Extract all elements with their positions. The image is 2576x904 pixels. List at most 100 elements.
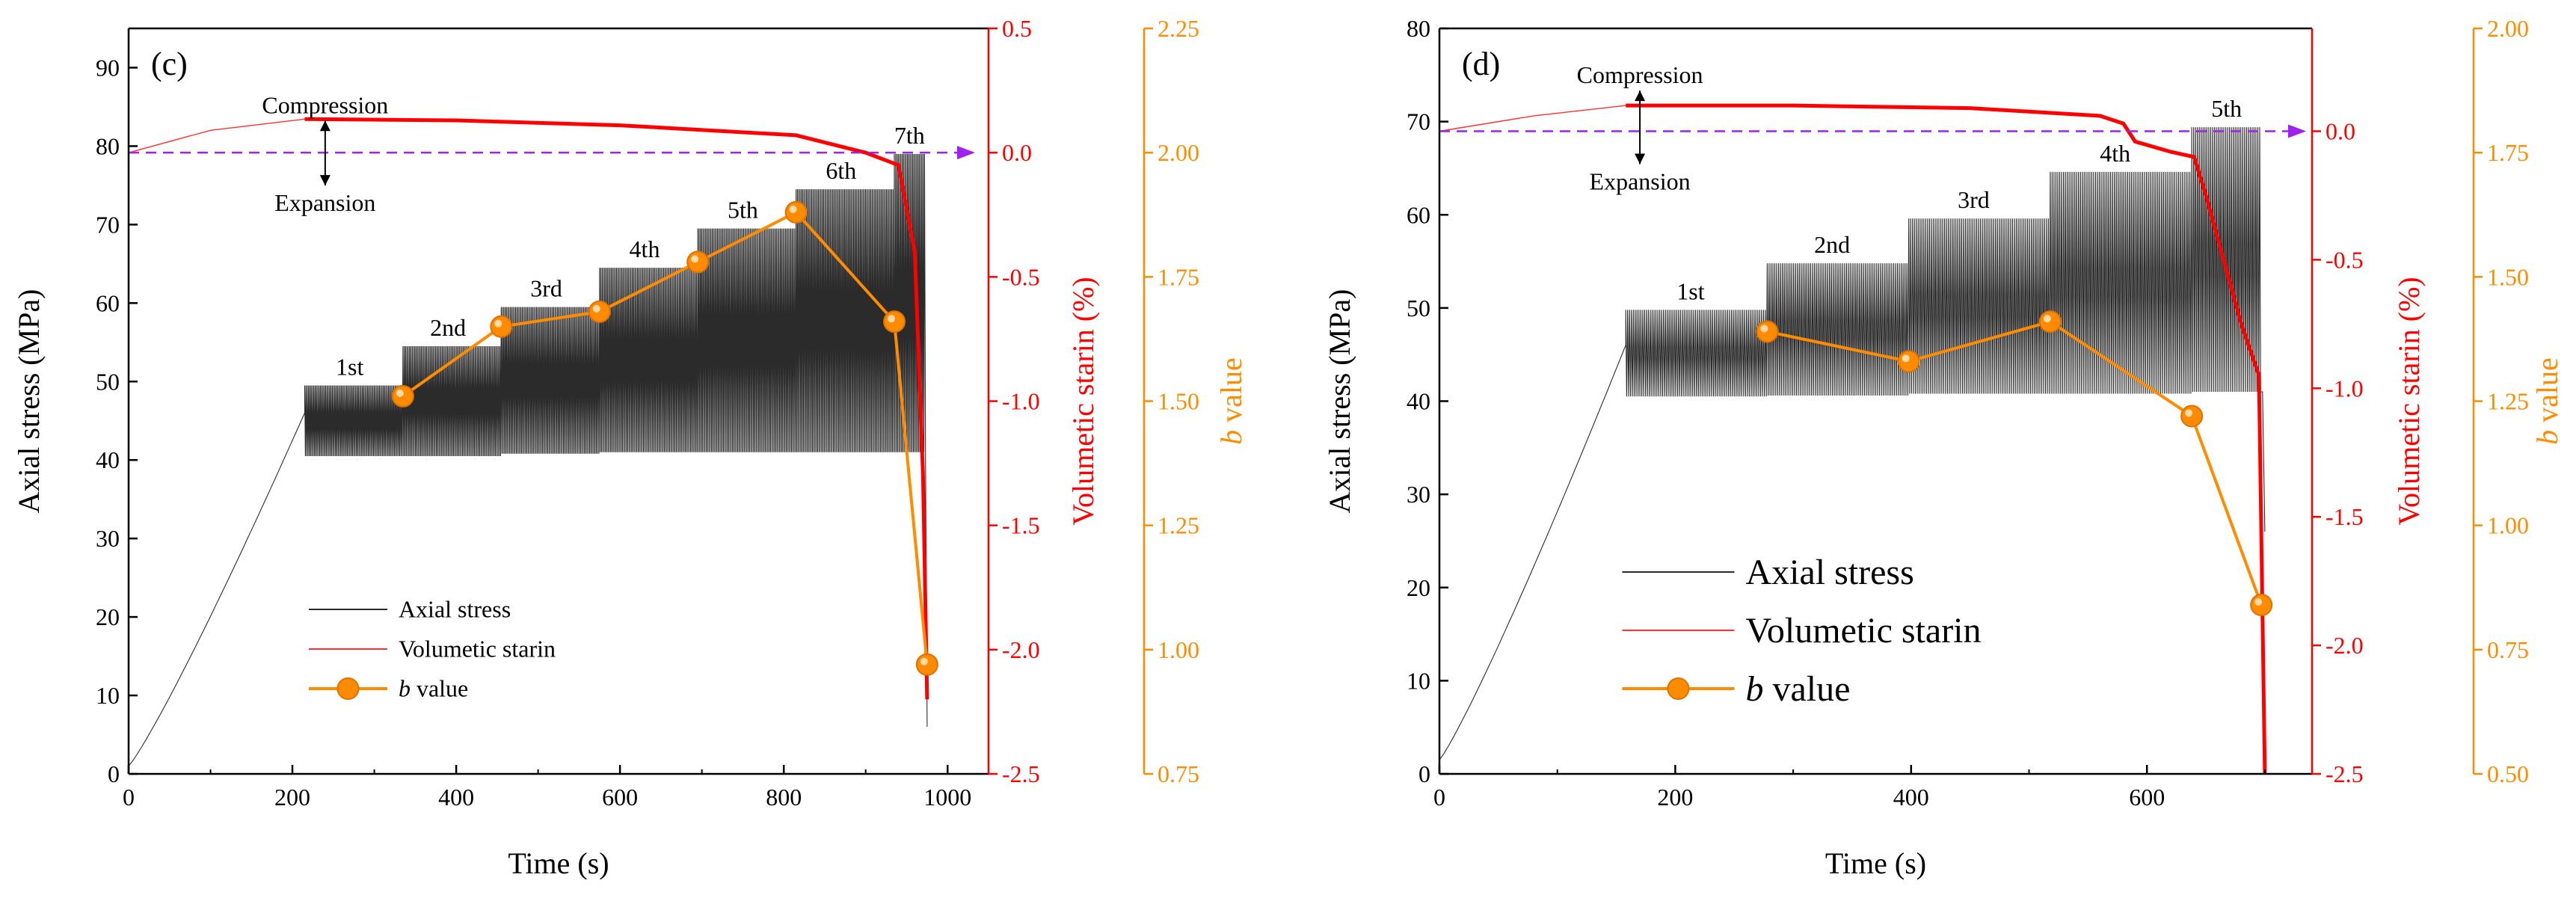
strain-tick-label: -0.5 — [2326, 246, 2364, 273]
left-tick-label: 0 — [1418, 760, 1430, 787]
strain-axis-label: Volumetic starin (%) — [1066, 277, 1100, 526]
legend-value-word: value — [1763, 669, 1850, 709]
x-tick-label: 400 — [1893, 784, 1929, 811]
b-value-point — [1756, 320, 1779, 343]
stage-label-1st: 1st — [336, 354, 363, 381]
left-tick-label: 60 — [1407, 201, 1430, 228]
legend-value-word: value — [411, 675, 468, 702]
legend: Axial stress Volumetic starin b value — [1622, 553, 1982, 709]
b-value-tick-label: 1.25 — [1158, 512, 1199, 539]
b-value-point-highlight — [920, 657, 928, 665]
compression-arrowhead — [319, 120, 331, 132]
left-tick-label: 70 — [96, 211, 120, 238]
b-value-point-highlight — [2185, 409, 2193, 417]
b-value-point — [2038, 310, 2062, 333]
axial-stress-series — [1439, 127, 2266, 760]
stage-label-2nd: 2nd — [430, 314, 466, 341]
x-tick-label: 600 — [602, 784, 638, 811]
strain-tick-label: -1.0 — [2326, 375, 2364, 402]
b-value-tick-label: 0.75 — [1158, 760, 1199, 787]
left-tick-label: 90 — [96, 54, 120, 81]
volumetric-strain-band — [304, 117, 929, 700]
x-tick-label: 0 — [123, 784, 135, 811]
volumetric-strain-band — [1626, 103, 2267, 775]
x-axis-label: Time (s) — [1825, 846, 1926, 880]
expansion-arrowhead — [319, 175, 331, 186]
b-value-point — [784, 200, 808, 224]
left-axis-label: Axial stress (MPa) — [1323, 289, 1356, 514]
b-value-point — [686, 250, 710, 274]
strain-tick-label: -2.5 — [1002, 760, 1040, 787]
b-value-point-highlight — [888, 315, 896, 323]
left-tick-label: 70 — [1407, 108, 1430, 135]
zero-line-arrowhead — [957, 146, 975, 160]
stage-label-4th: 4th — [630, 236, 660, 262]
b-value-point-highlight — [789, 205, 797, 213]
legend-b-value-label: b value — [399, 675, 468, 702]
left-tick-label: 40 — [96, 446, 120, 473]
b-italic: b — [1214, 430, 1248, 445]
compression-arrowhead — [1635, 90, 1646, 102]
left-tick-label: 40 — [1407, 388, 1430, 415]
b-value-tick-label: 0.75 — [2487, 636, 2529, 663]
legend-volumetric-strain-label: Volumetic starin — [1745, 611, 1981, 651]
b-value-point — [883, 310, 906, 333]
b-value-point-highlight — [2043, 315, 2051, 323]
stage-label-4th: 4th — [2100, 140, 2130, 167]
b-value-point-highlight — [2254, 598, 2263, 606]
strain-tick-label: -1.5 — [2326, 503, 2364, 530]
stage-label-5th: 5th — [728, 197, 758, 224]
compression-label: Compression — [262, 91, 388, 118]
x-tick-label: 200 — [274, 784, 310, 811]
legend-b-value-label: b value — [1745, 669, 1850, 709]
strain-tick-label: 0.0 — [1002, 139, 1032, 166]
left-tick-label: 0 — [108, 760, 120, 787]
b-italic: b — [2530, 430, 2564, 445]
legend-b-italic: b — [399, 675, 411, 702]
b-value-axis-label: b value — [2530, 357, 2564, 445]
left-tick-label: 50 — [1407, 295, 1430, 322]
b-value-point — [1897, 350, 1920, 373]
compression-label: Compression — [1577, 61, 1703, 88]
x-tick-label: 800 — [766, 784, 802, 811]
x-tick-label: 1000 — [923, 784, 971, 811]
stage-label-6th: 6th — [826, 157, 856, 184]
b-value-word: value — [2530, 357, 2564, 430]
b-value-point — [391, 384, 414, 408]
b-value-point-highlight — [691, 255, 699, 263]
b-value-point — [2250, 594, 2273, 617]
b-value-word: value — [1214, 357, 1248, 430]
stage-label-7th: 7th — [894, 122, 925, 149]
left-tick-label: 80 — [96, 132, 120, 159]
stage-label-5th: 5th — [2211, 95, 2242, 122]
b-value-axis-label: b value — [1214, 357, 1248, 445]
b-value-tick-label: 1.75 — [1158, 263, 1199, 290]
legend-b-value-marker — [336, 677, 360, 700]
stage-label-2nd: 2nd — [1814, 231, 1850, 258]
strain-tick-label: -2.0 — [2326, 632, 2364, 659]
b-value-tick-label: 1.25 — [2487, 388, 2529, 415]
b-value-tick-label: 1.50 — [1158, 388, 1199, 415]
x-tick-label: 200 — [1657, 784, 1693, 811]
left-tick-label: 20 — [96, 603, 120, 630]
b-value-tick-label: 1.00 — [2487, 512, 2529, 539]
b-value-tick-label: 1.00 — [1158, 636, 1199, 663]
b-value-tick-label: 2.25 — [1158, 15, 1199, 42]
b-value-point-highlight — [494, 319, 502, 328]
strain-tick-label: 0.5 — [1002, 15, 1032, 42]
strain-tick-label: -2.5 — [2326, 760, 2364, 787]
b-value-tick-label: 2.00 — [2487, 15, 2529, 42]
strain-axis-label: Volumetic starin (%) — [2392, 277, 2426, 526]
b-value-point — [490, 315, 513, 338]
b-value-point-highlight — [592, 304, 600, 313]
legend-volumetric-strain-label: Volumetic starin — [399, 636, 556, 662]
legend-b-italic: b — [1745, 669, 1763, 709]
left-tick-label: 30 — [96, 525, 120, 552]
strain-tick-label: -1.0 — [1002, 388, 1040, 415]
x-tick-label: 400 — [438, 784, 474, 811]
left-tick-label: 50 — [96, 368, 120, 395]
b-value-point-highlight — [1760, 325, 1768, 333]
x-tick-label: 600 — [2129, 784, 2165, 811]
panel-label: (d) — [1462, 46, 1500, 82]
